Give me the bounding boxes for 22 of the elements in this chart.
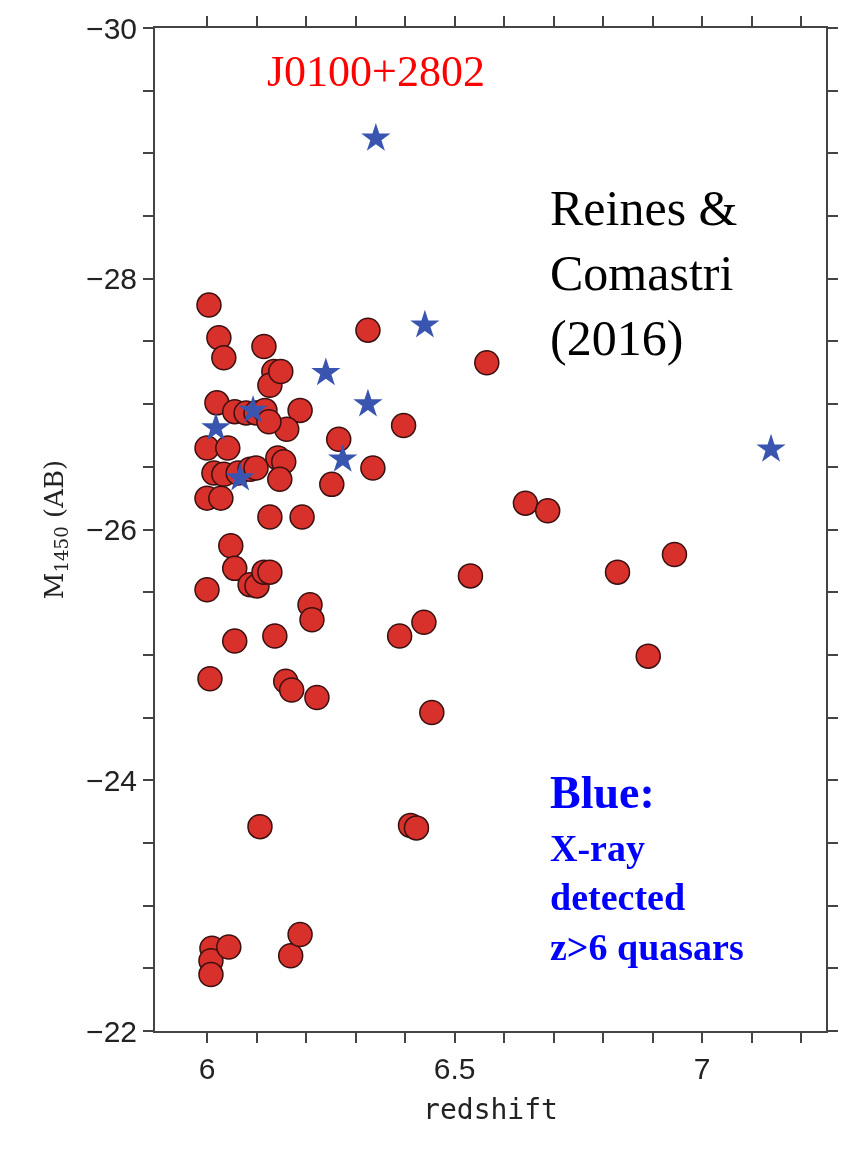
annotation: X-ray detected z>6 quasars bbox=[550, 827, 744, 968]
y-tick-label: −28 bbox=[86, 262, 137, 296]
y-tick-label: −24 bbox=[86, 763, 137, 797]
point bbox=[201, 412, 231, 441]
x-tick-label: 7 bbox=[693, 1052, 711, 1085]
y-tick-label: −22 bbox=[86, 1014, 137, 1048]
x-tick-label: 6 bbox=[198, 1052, 216, 1085]
point bbox=[328, 443, 358, 472]
x-tick-label: 6.5 bbox=[433, 1052, 476, 1085]
point bbox=[410, 309, 440, 338]
point bbox=[353, 388, 383, 417]
point bbox=[756, 433, 786, 462]
y-tick-label: −30 bbox=[86, 11, 137, 45]
point bbox=[361, 122, 391, 151]
y-tick-label: −26 bbox=[86, 513, 137, 546]
point bbox=[238, 394, 268, 423]
annotation: J0100+2802 bbox=[267, 47, 485, 96]
point bbox=[225, 462, 255, 491]
annotation: Blue: bbox=[550, 767, 655, 818]
point bbox=[311, 357, 341, 386]
annotation: Reines & Comastri (2016) bbox=[550, 180, 738, 366]
x-axis-title: redshift bbox=[423, 1092, 558, 1126]
